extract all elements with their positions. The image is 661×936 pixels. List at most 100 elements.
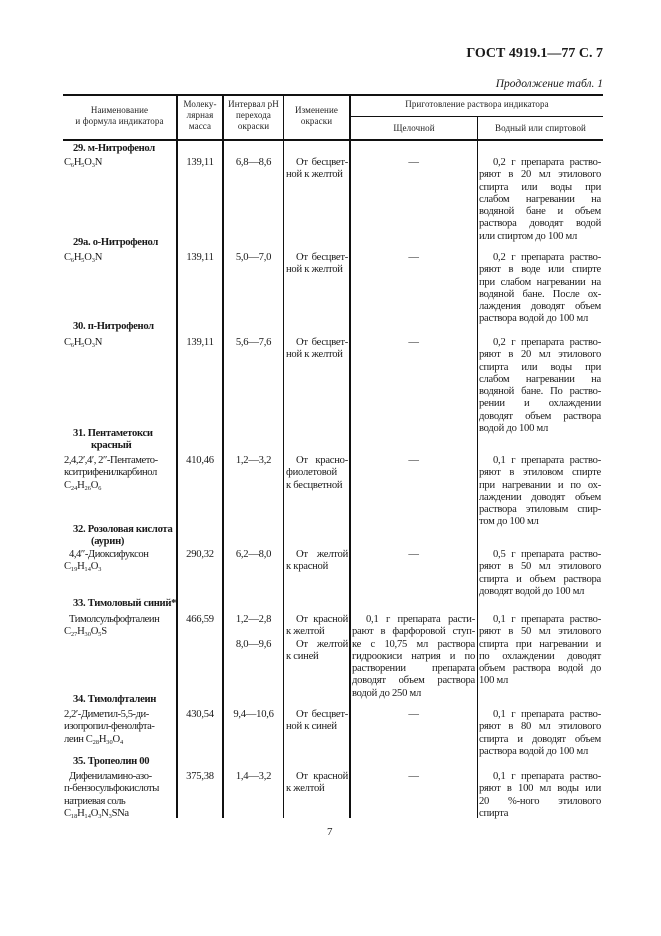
mass-line: 375,38 (186, 771, 214, 782)
name-line: Дифениламино-азо- (69, 771, 152, 782)
cell-mass: 290,32 (178, 549, 222, 561)
cell-ph: 5,6—7,6 (224, 337, 283, 349)
header-line: и формула индикатора (75, 116, 164, 126)
aqueous-line: ряют в 20 мл этилового (479, 169, 601, 181)
name-line: C₆H₅O₃N (64, 252, 102, 263)
ph-line: 8,0—9,6 (235, 638, 272, 650)
cell-ph: 6,2—8,0 (224, 549, 283, 561)
aqueous-line: водяной бане и объем (479, 206, 601, 218)
cell-alkaline: — (352, 709, 475, 721)
column-divider (222, 95, 224, 818)
alkaline-line: — (408, 709, 419, 720)
cell-change: От желтой к красной (286, 549, 348, 574)
cell-name: 2,2′-Диметил-5,5-ди-изопропил-фенолфта-л… (64, 709, 175, 746)
change-line: к красной (286, 561, 329, 573)
ph-line: 5,0—7,0 (235, 252, 272, 263)
aqueous-line: 0,2 г препарата раство- (493, 252, 601, 263)
cell-alkaline: — (352, 337, 475, 349)
change-line: От бесцвет- (296, 709, 348, 720)
header-line: Наименование (90, 105, 149, 115)
cell-ph: 1,2—3,2 (224, 455, 283, 467)
name-line: п-бензосульфокислоты (64, 783, 159, 795)
aqueous-line: том до 100 мл (479, 516, 539, 528)
title-line: 32. Розоловая кислота (73, 524, 173, 535)
aqueous-line: 0,1 г препарата раство- (493, 614, 601, 625)
aqueous-line: 0,1 г препарата раство- (493, 771, 601, 782)
change-line: ной к синей (286, 721, 337, 733)
header-line: масса (188, 121, 212, 131)
header-subdivider (350, 116, 603, 117)
header-line: лярная (186, 110, 214, 120)
title-line: 31. Пентаметокси (73, 428, 153, 439)
name-line: C₂₇H₃₀O₅S (64, 626, 107, 638)
alkaline-line: доводят объем раствора (352, 675, 475, 687)
cell-ph: 6,8—8,6 (224, 157, 283, 169)
alkaline-line: рают в фарфоровой ступ- (352, 626, 475, 638)
aqueous-line: ряют в 50 мл этилового (479, 626, 601, 638)
aqueous-line: доводят водой до 100 мл (479, 585, 585, 597)
aqueous-line: объем раствора водой до (479, 663, 601, 675)
indicator-title: 29. м-Нитрофенол (63, 143, 155, 155)
column-divider (349, 95, 351, 818)
aqueous-line: водой до 100 мл (479, 423, 549, 435)
aqueous-line: 0,2 г препарата раство- (493, 337, 601, 348)
header-alkaline: Щелочной (393, 123, 435, 133)
change-line: к бесцветной (286, 479, 343, 491)
aqueous-line: лаждении доводят объем (479, 491, 601, 503)
alkaline-line: — (408, 549, 419, 560)
cell-mass: 139,11 (178, 157, 222, 169)
table-top-border (63, 94, 603, 96)
cell-change: От бесцвет-ной к желтой (286, 252, 348, 277)
name-line: C₆H₅O₃N (64, 337, 102, 348)
cell-mass: 430,54 (178, 709, 222, 721)
mass-line: 466,59 (186, 614, 214, 625)
cell-ph: 1,4—3,2 (224, 771, 283, 783)
cell-alkaline: — (352, 455, 475, 467)
header-preparation: Приготовление раствора индикатора (405, 99, 549, 109)
aqueous-line: раствора водой до 100 мл (479, 745, 588, 757)
aqueous-line: 20 %-ного этилового (479, 795, 601, 807)
aqueous-line: ряют в этиловом спирте (479, 467, 601, 479)
aqueous-line: раствора водой до 100 мл (479, 313, 588, 325)
name-line: изопропил-фенолфта- (64, 721, 155, 733)
aqueous-line: водяной бане. По раство- (479, 386, 601, 398)
change-line: ной к желтой (286, 264, 343, 276)
aqueous-line: спирта или воды при (479, 361, 601, 373)
cell-aqueous: 0,1 г препарата раство-ряют в этиловом с… (479, 455, 601, 529)
cell-change: От красно-фиолетовой к бесцветной (286, 455, 348, 492)
ph-line: 1,2—3,2 (235, 455, 272, 466)
change-line: ной к желтой (286, 169, 343, 181)
header-ph: Интервал pH перехода окраски (224, 99, 283, 132)
indicator-title: 30. п-Нитрофенол (63, 321, 154, 333)
name-line: C₁₉H₁₄O₃ (64, 561, 102, 573)
header-name: Наименование и формула индикатора (63, 105, 176, 127)
title-line: (аурин) (91, 536, 125, 548)
header-line: Молеку- (183, 99, 217, 109)
cell-mass: 466,59 (178, 614, 222, 626)
header-change: Изменение окраски (284, 105, 349, 127)
alkaline-line: гидроокиси натрия и по (352, 650, 475, 662)
title-line: 35. Тропеолин 00 (73, 756, 150, 767)
column-divider (176, 95, 178, 818)
cell-alkaline: — (352, 252, 475, 264)
cell-name: Тимолсульфофталеин C₂₇H₃₀O₅S (64, 614, 175, 639)
aqueous-line: 0,1 г препарата раство- (493, 709, 601, 720)
mass-line: 430,54 (186, 709, 214, 720)
change-line: к желтой (286, 783, 325, 795)
change-line: к синей (286, 650, 319, 662)
name-line: C₁₈H₁₄O₃N₃SNa (64, 807, 129, 819)
change-line: фиолетовой (286, 467, 337, 479)
aqueous-line: 100 мл (479, 675, 509, 687)
cell-mass: 410,46 (178, 455, 222, 467)
header-line: Интервал pH (228, 99, 279, 109)
cell-change: От бесцвет-ной к желтой (286, 157, 348, 182)
cell-ph: 5,0—7,0 (224, 252, 283, 264)
change-line: От красно- (296, 455, 348, 466)
alkaline-line: — (408, 157, 419, 168)
change-line: От желтой (296, 638, 348, 650)
aqueous-line: по охлаждении доводят (479, 650, 601, 662)
name-line: 2,4,2′,4′, 2″-Пентамето- (64, 455, 158, 466)
alkaline-line: — (408, 771, 419, 782)
ph-line: 6,8—8,6 (235, 157, 272, 168)
aqueous-line: лаждения доводят объем (479, 301, 601, 313)
